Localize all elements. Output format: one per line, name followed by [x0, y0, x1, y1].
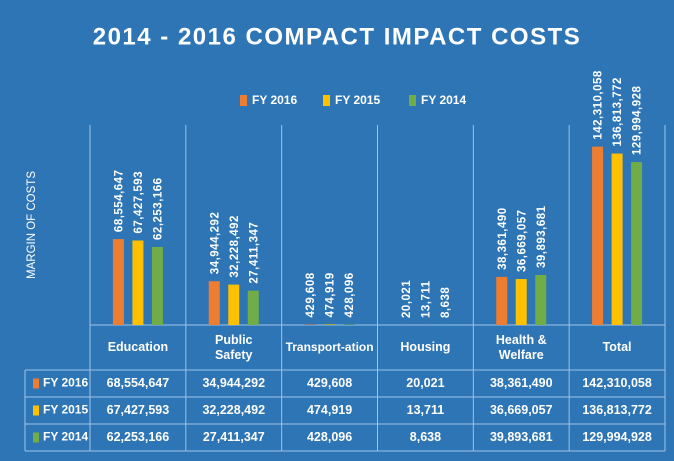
table-cell: 27,411,347 — [203, 430, 265, 444]
legend-swatch — [240, 95, 247, 106]
bar — [112, 239, 124, 325]
table-cell: 474,919 — [307, 403, 352, 417]
bar — [132, 240, 144, 325]
data-label: 36,669,057 — [516, 209, 528, 272]
table-cell: 68,554,647 — [107, 376, 170, 390]
legend-label: FY 2014 — [421, 93, 466, 107]
bar — [151, 246, 163, 325]
legend-label: FY 2015 — [335, 93, 380, 107]
table-cell: 428,096 — [307, 430, 352, 444]
chart-title: 2014 - 2016 COMPACT IMPACT COSTS — [93, 23, 582, 50]
data-label: 38,361,490 — [497, 207, 509, 270]
bar — [515, 279, 527, 325]
table-cell: 142,310,058 — [582, 376, 652, 390]
row-label: FY 2014 — [43, 430, 88, 444]
category-label: Education — [107, 340, 169, 354]
bar — [247, 290, 259, 325]
bar — [631, 162, 643, 325]
data-label: 474,919 — [325, 272, 337, 317]
table-cell: 32,228,492 — [202, 403, 265, 417]
legend-key — [33, 378, 39, 389]
legend-swatch — [409, 95, 416, 106]
table-cell: 129,994,928 — [582, 430, 652, 444]
data-label: 39,893,681 — [536, 205, 548, 268]
data-label: 429,608 — [305, 272, 317, 317]
table-cell: 39,893,681 — [490, 430, 553, 444]
category-label: Health & Welfare — [495, 332, 547, 362]
data-label: 428,096 — [344, 272, 356, 317]
data-label: 13,711 — [420, 280, 432, 318]
table-cell: 36,669,057 — [490, 403, 553, 417]
data-label: 27,411,347 — [248, 222, 260, 284]
bar — [324, 324, 336, 325]
bar — [304, 324, 316, 325]
data-label: 67,427,593 — [133, 171, 145, 234]
table-cell: 34,944,292 — [202, 376, 265, 390]
data-label: 142,310,058 — [593, 70, 605, 140]
table-cell: 62,253,166 — [107, 430, 170, 444]
category-label: Transport-ation — [285, 340, 374, 354]
category-label: Public Safety — [214, 332, 253, 362]
legend-swatch — [323, 95, 330, 106]
legend-label: FY 2016 — [252, 93, 297, 107]
data-label: 32,228,492 — [229, 215, 241, 278]
legend-key — [33, 432, 39, 443]
bar — [228, 284, 240, 325]
table-cell: 20,021 — [406, 376, 444, 390]
data-label: 34,944,292 — [209, 212, 221, 275]
legend-key — [33, 405, 39, 416]
table-cell: 136,813,772 — [582, 403, 652, 417]
data-label: 129,994,928 — [632, 86, 644, 156]
bar — [208, 281, 220, 325]
data-label: 62,253,166 — [152, 177, 164, 240]
row-label: FY 2016 — [43, 376, 88, 390]
data-label: 136,813,772 — [612, 77, 624, 146]
bar — [343, 324, 355, 325]
bar — [592, 146, 604, 325]
category-label: Housing — [400, 340, 451, 354]
y-axis-label: MARGIN OF COSTS — [26, 171, 38, 279]
table-cell: 429,608 — [307, 376, 352, 390]
data-label: 8,638 — [440, 287, 452, 318]
data-label: 20,021 — [401, 280, 413, 318]
category-label: Total — [602, 340, 632, 354]
table-cell: 8,638 — [410, 430, 441, 444]
bar — [535, 274, 547, 325]
bar — [611, 153, 623, 325]
table-cell: 38,361,490 — [490, 376, 553, 390]
row-label: FY 2015 — [43, 403, 88, 417]
data-label: 68,554,647 — [113, 170, 125, 233]
bar — [496, 276, 508, 325]
table-cell: 67,427,593 — [107, 403, 170, 417]
table-cell: 13,711 — [407, 403, 445, 417]
